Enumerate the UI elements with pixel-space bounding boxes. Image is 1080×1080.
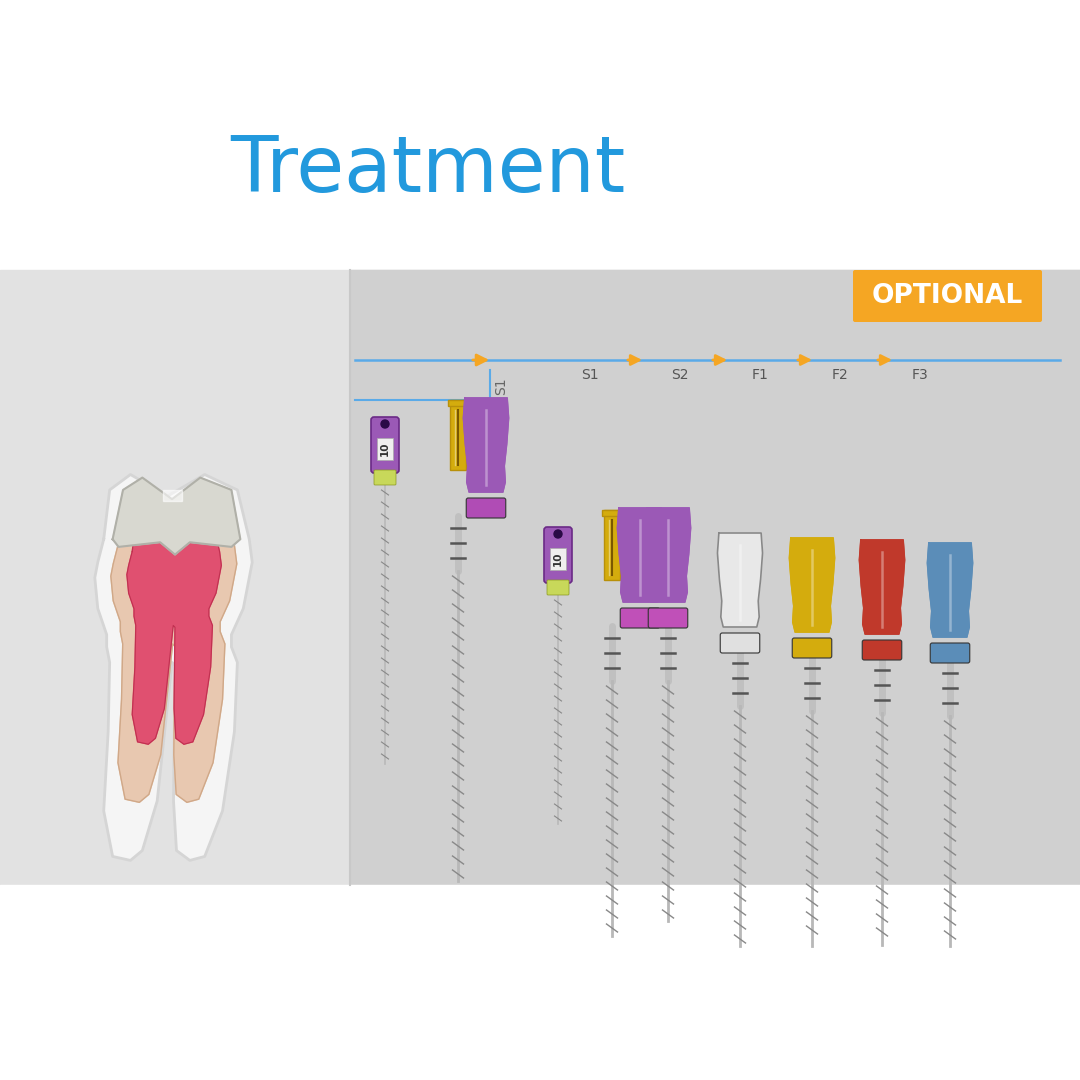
- Text: F2: F2: [832, 368, 849, 382]
- Text: S2: S2: [672, 368, 689, 382]
- Polygon shape: [717, 534, 762, 627]
- FancyBboxPatch shape: [544, 527, 572, 583]
- Circle shape: [554, 530, 562, 538]
- FancyBboxPatch shape: [374, 470, 396, 485]
- Bar: [604, 510, 620, 580]
- FancyBboxPatch shape: [546, 580, 569, 595]
- Bar: [448, 400, 468, 406]
- Text: Treatment: Treatment: [230, 132, 625, 208]
- Text: OPTIONAL: OPTIONAL: [872, 283, 1023, 309]
- Text: F1: F1: [752, 368, 769, 382]
- Bar: [377, 438, 393, 460]
- FancyBboxPatch shape: [930, 643, 970, 663]
- FancyBboxPatch shape: [720, 633, 759, 653]
- Polygon shape: [463, 399, 509, 492]
- Text: 10: 10: [380, 442, 390, 456]
- Polygon shape: [112, 477, 241, 555]
- FancyBboxPatch shape: [648, 608, 688, 627]
- Text: S1: S1: [494, 377, 508, 395]
- FancyBboxPatch shape: [853, 270, 1042, 322]
- Bar: [0, 885, 1080, 1080]
- Polygon shape: [126, 513, 221, 744]
- Bar: [450, 400, 465, 470]
- Text: S1: S1: [581, 368, 598, 382]
- Bar: [0, 270, 1080, 885]
- Polygon shape: [95, 474, 253, 861]
- Polygon shape: [789, 538, 835, 632]
- Circle shape: [381, 420, 389, 428]
- Bar: [350, 270, 1080, 885]
- FancyBboxPatch shape: [862, 640, 902, 660]
- FancyBboxPatch shape: [793, 638, 832, 658]
- FancyBboxPatch shape: [467, 498, 505, 518]
- Text: 10: 10: [553, 552, 563, 566]
- FancyBboxPatch shape: [372, 417, 399, 473]
- Polygon shape: [111, 494, 237, 802]
- FancyBboxPatch shape: [620, 608, 660, 627]
- Polygon shape: [618, 508, 662, 602]
- Text: F3: F3: [912, 368, 929, 382]
- Bar: [0, 0, 1080, 270]
- Polygon shape: [646, 508, 690, 602]
- Polygon shape: [928, 543, 973, 637]
- Bar: [602, 510, 622, 516]
- Bar: [550, 548, 566, 570]
- Polygon shape: [860, 540, 905, 634]
- Polygon shape: [163, 490, 183, 501]
